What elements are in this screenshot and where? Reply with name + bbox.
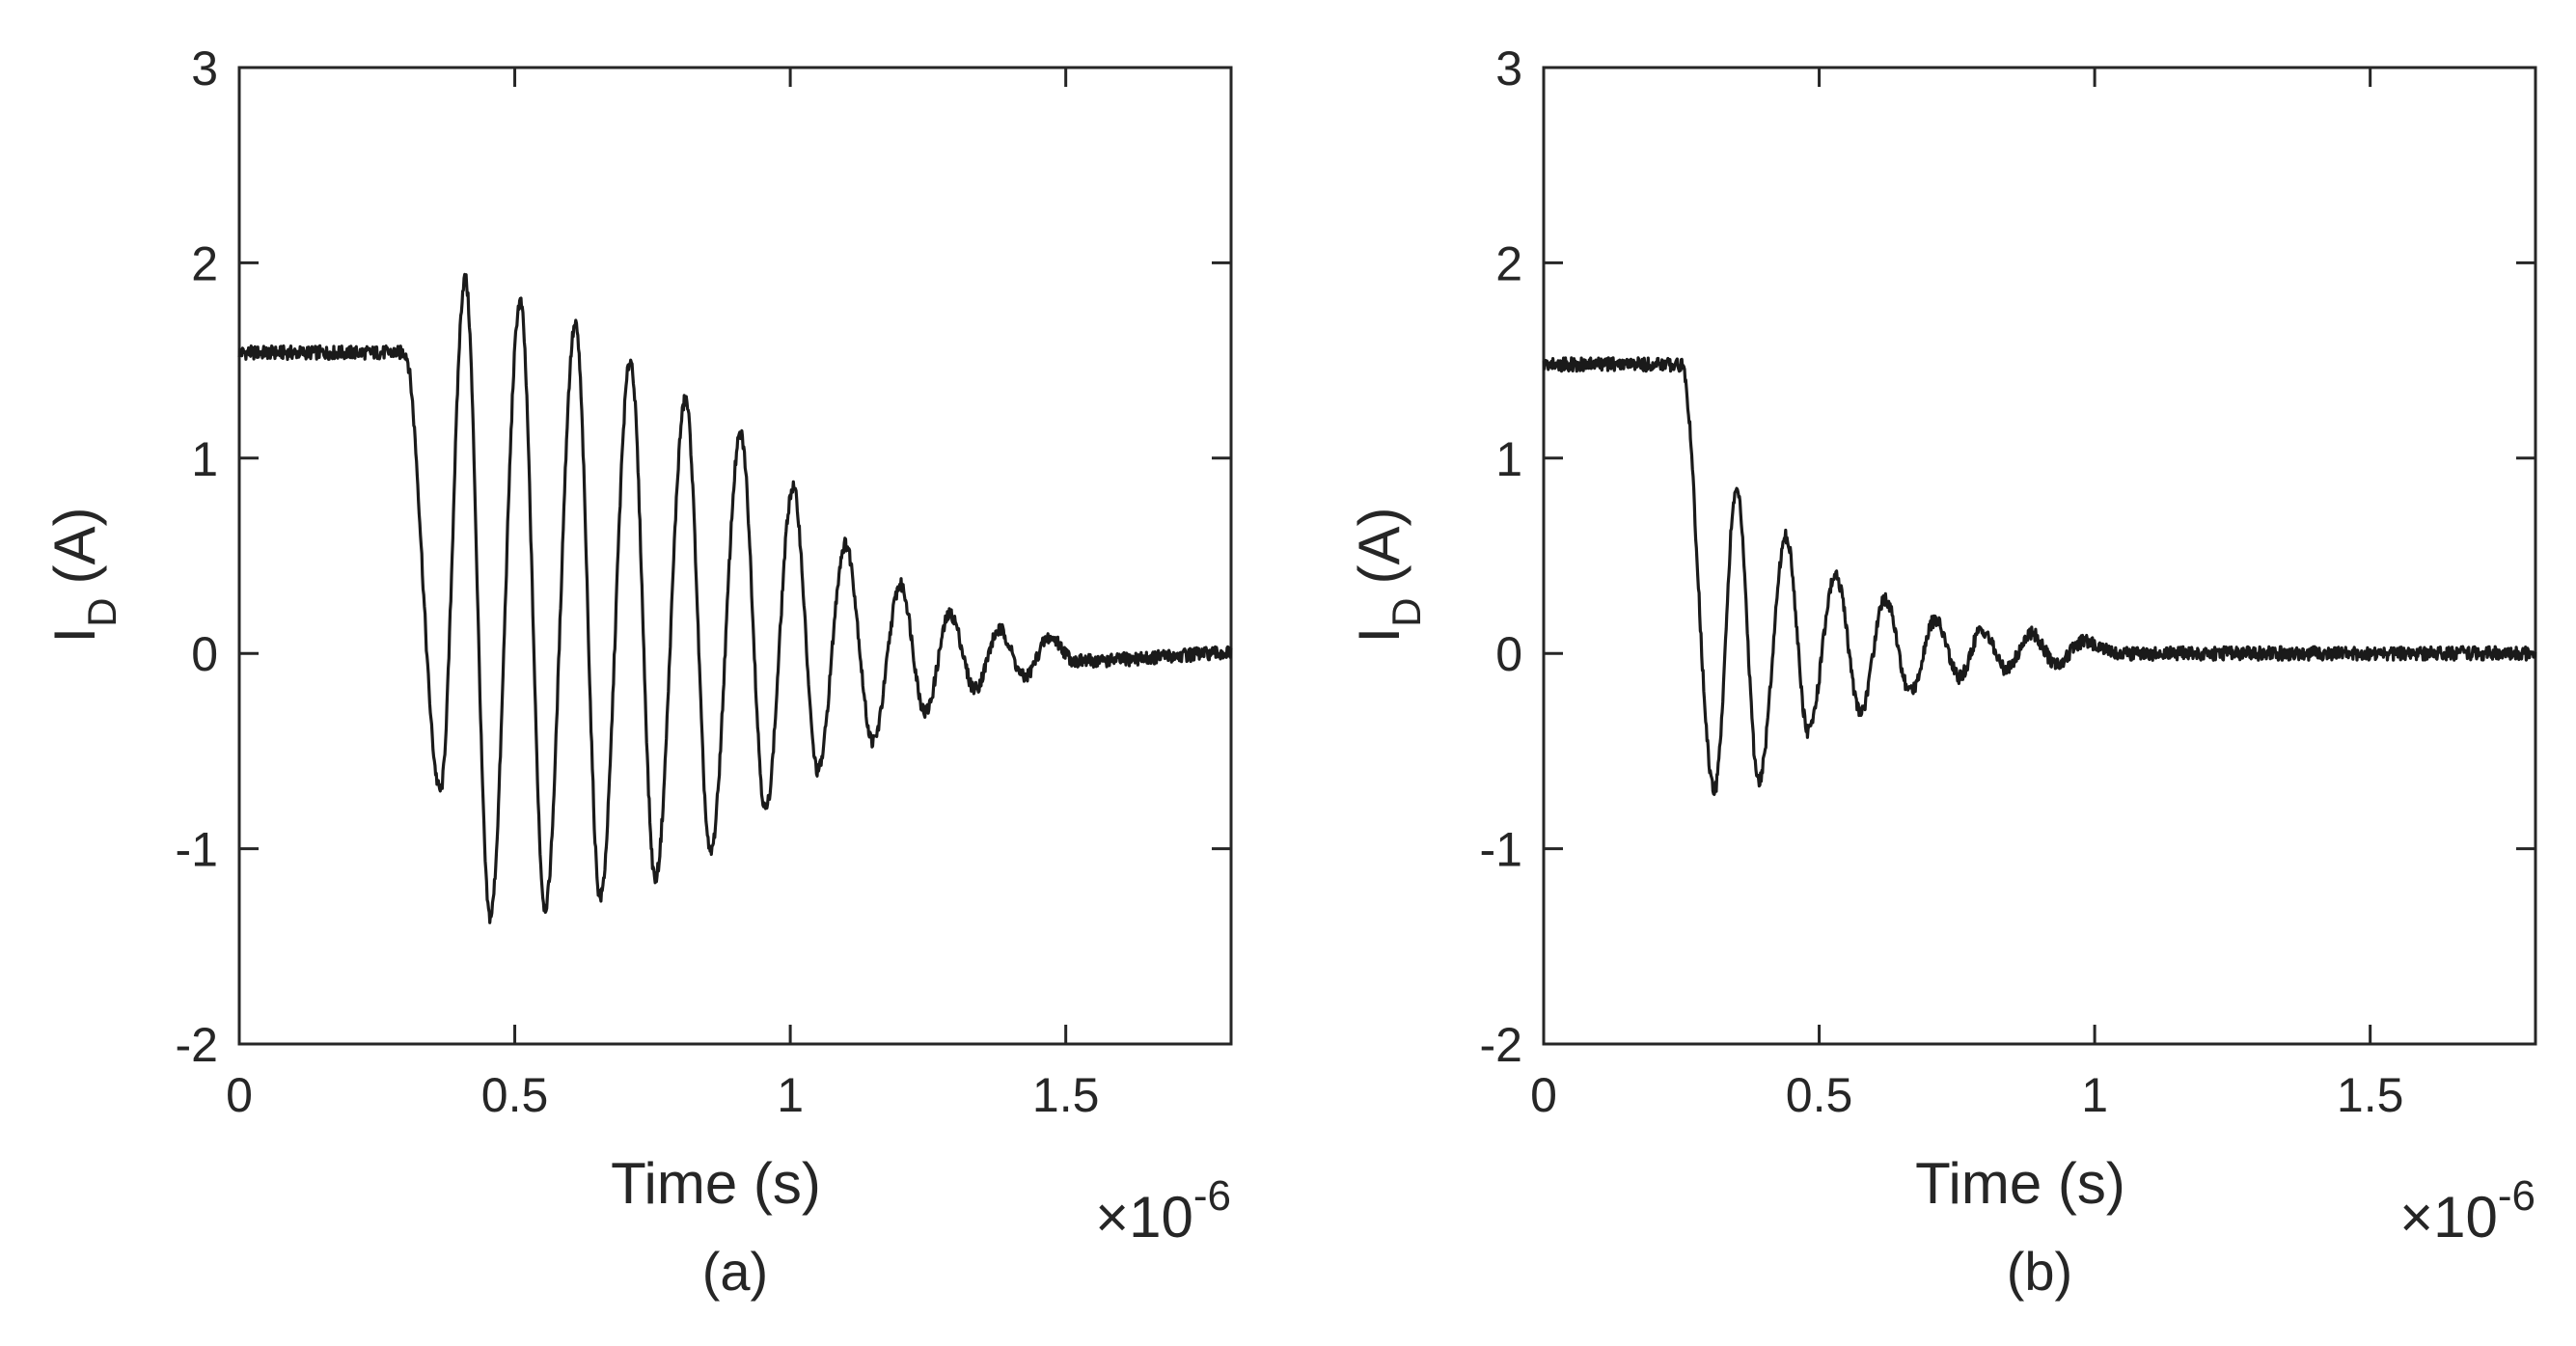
current-trace-line: [1542, 356, 2537, 796]
y-axis-label-subscript: D: [79, 597, 124, 626]
x-tick-label: 1.5: [2337, 1068, 2404, 1122]
y-axis-label-unit: (A): [42, 508, 107, 585]
x-exponent-power: -6: [2498, 1172, 2535, 1220]
x-exponent-prefix: ×10: [1095, 1185, 1193, 1250]
x-tick-label: 0: [226, 1068, 253, 1122]
current-trace-line: [237, 272, 1233, 924]
chart-panel-b: -2 -1 0 1 2 3 0 0.5 1 1.5 ID (A) Time (s) ×10-6 (…: [1347, 41, 2537, 1302]
y-tick-label: -2: [176, 1018, 218, 1072]
y-tick-label: 1: [191, 432, 218, 486]
x-tick-labels: 0 0.5 1 1.5: [226, 1068, 1099, 1122]
y-tick-label: 0: [1495, 627, 1522, 681]
x-exponent-power: -6: [1193, 1172, 1231, 1220]
x-tick-label: 0.5: [481, 1068, 549, 1122]
y-tick-label: 3: [1495, 41, 1522, 96]
y-tick-label: -1: [1480, 823, 1522, 877]
chart-panel-a: -2 -1 0 1 2 3 0 0.5 1 1.5 ID (A) Time (s) ×10-6 (…: [42, 41, 1233, 1302]
y-tick-label: 0: [191, 627, 218, 681]
y-tick-label: 2: [1495, 236, 1522, 290]
x-tick-label: 0.5: [1786, 1068, 1853, 1122]
y-tick-label: -2: [1480, 1018, 1522, 1072]
y-axis-label-unit: (A): [1347, 508, 1411, 585]
panel-label: (a): [702, 1241, 768, 1302]
tick-marks: [1542, 66, 2535, 1046]
y-tick-labels: -2 -1 0 1 2 3: [176, 41, 218, 1072]
y-axis-label-main: I: [42, 627, 107, 644]
y-tick-label: 2: [191, 236, 218, 290]
y-tick-labels: -2 -1 0 1 2 3: [1480, 41, 1522, 1072]
tick-marks: [237, 66, 1231, 1046]
y-axis-label: ID (A): [42, 508, 124, 644]
x-exponent-prefix: ×10: [2399, 1185, 2498, 1250]
plot-area-frame: [1542, 66, 2537, 1046]
y-tick-label: 1: [1495, 432, 1522, 486]
x-axis-label: Time (s): [1915, 1151, 2125, 1216]
y-tick-label: -1: [176, 823, 218, 877]
plot-area-frame: [237, 66, 1233, 1046]
y-tick-label: 3: [191, 41, 218, 96]
x-tick-label: 1.5: [1032, 1068, 1100, 1122]
panel-label: (b): [2007, 1241, 2072, 1302]
y-axis-label-main: I: [1347, 627, 1411, 644]
x-tick-label: 0: [1530, 1068, 1557, 1122]
y-axis-label: ID (A): [1347, 508, 1429, 644]
x-tick-label: 1: [777, 1068, 804, 1122]
x-axis-exponent: ×10-6: [2399, 1172, 2535, 1250]
y-axis-label-subscript: D: [1384, 597, 1429, 626]
x-axis-label: Time (s): [611, 1151, 821, 1216]
x-axis-exponent: ×10-6: [1095, 1172, 1231, 1250]
x-tick-label: 1: [2081, 1068, 2108, 1122]
x-tick-labels: 0 0.5 1 1.5: [1530, 1068, 2403, 1122]
